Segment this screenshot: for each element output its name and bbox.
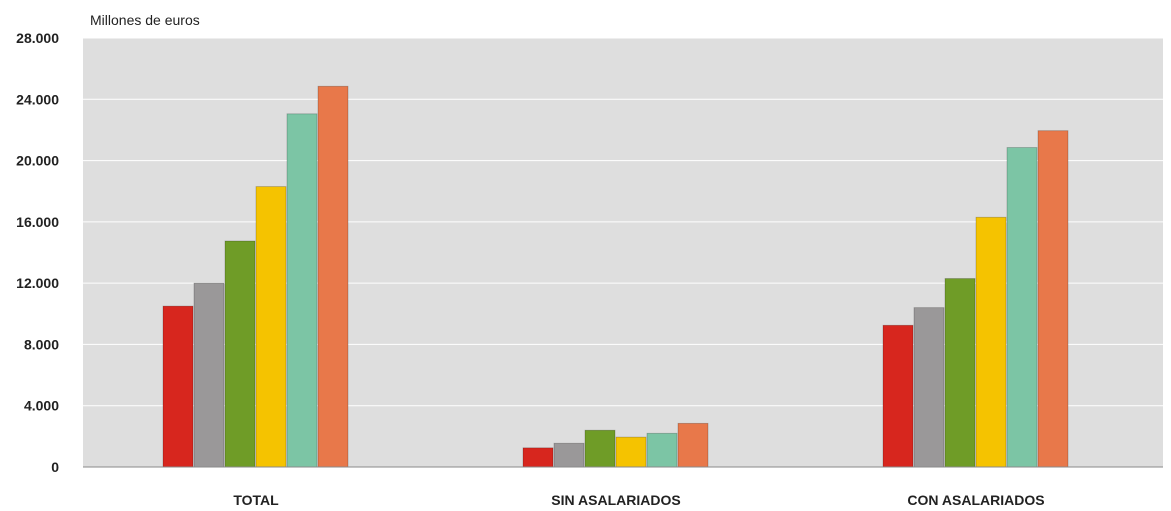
bar [162, 305, 194, 468]
bar [224, 240, 256, 468]
y-tick-label: 24.000 [16, 91, 59, 107]
bar [944, 278, 976, 468]
bar [522, 447, 554, 468]
x-category-labels: TOTAL SIN ASALARIADOS CON ASALARIADOS [233, 492, 1044, 508]
bar [553, 442, 585, 468]
bar [317, 85, 349, 468]
y-tick-labels: 0 4.000 8.000 12.000 16.000 20.000 24.000 28.00… [16, 30, 59, 475]
y-tick-label: 12.000 [16, 275, 59, 291]
bar [286, 113, 318, 468]
bar [615, 436, 647, 468]
y-tick-label: 4.000 [24, 398, 59, 414]
y-tick-label: 8.000 [24, 336, 59, 352]
x-category-label: SIN ASALARIADOS [551, 492, 680, 508]
bar [193, 282, 225, 468]
bar [255, 186, 287, 468]
bar [975, 216, 1007, 468]
y-tick-label: 16.000 [16, 214, 59, 230]
bar [677, 422, 709, 468]
bar [882, 324, 914, 468]
y-tick-label: 28.000 [16, 30, 59, 46]
y-tick-label: 20.000 [16, 153, 59, 169]
bar [1037, 130, 1069, 468]
bar [1006, 147, 1038, 468]
y-axis-label: Millones de euros [90, 12, 200, 28]
x-category-label: TOTAL [233, 492, 279, 508]
bar [584, 429, 616, 468]
bar [646, 432, 678, 468]
y-tick-label: 0 [51, 459, 59, 475]
x-category-label: CON ASALARIADOS [907, 492, 1044, 508]
bar [913, 307, 945, 468]
